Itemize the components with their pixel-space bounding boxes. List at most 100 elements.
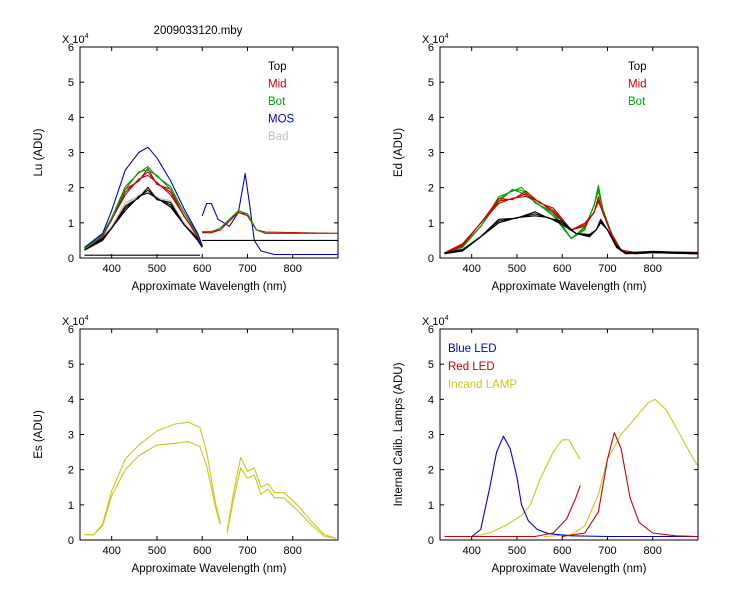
legend-entry: Bad	[268, 131, 288, 143]
legend-entry: Bot	[268, 96, 286, 108]
y-tick-label: 5	[428, 359, 434, 371]
legend-entry: Top	[268, 61, 287, 73]
y-tick-label: 4	[428, 394, 434, 406]
y-exponent-label: X 104	[62, 315, 89, 328]
y-tick-label: 2	[68, 465, 74, 477]
figure-title: 2009033120.mby	[154, 25, 243, 37]
y-tick-label: 6	[68, 324, 74, 336]
y-tick-label: 4	[428, 112, 434, 124]
plot-area	[444, 398, 698, 538]
x-tick-label: 800	[644, 545, 662, 557]
y-tick-label: 6	[428, 324, 434, 336]
legend-entry: Incand LAMP	[448, 379, 517, 391]
x-axis-label: Approximate Wavelength (nm)	[132, 563, 287, 575]
axes-frame	[79, 328, 339, 541]
y-exponent-base: X 10	[62, 34, 85, 46]
series-line-mid	[444, 190, 698, 254]
series-line-top	[444, 211, 698, 254]
y-exponent-label: X 104	[422, 315, 449, 328]
x-tick-label: 500	[508, 263, 526, 275]
x-tick-label: 400	[103, 263, 121, 275]
y-exponent-power: 4	[445, 315, 449, 322]
y-exponent-label: X 104	[422, 33, 449, 46]
x-tick-label: 500	[508, 545, 526, 557]
y-exponent-base: X 10	[62, 316, 85, 328]
series-line-bot	[444, 184, 698, 254]
y-tick-label: 3	[68, 148, 74, 160]
legend-entry: Red LED	[448, 361, 495, 373]
y-tick-label: 2	[428, 183, 434, 195]
x-tick-label: 500	[148, 263, 166, 275]
legend-entry: Bot	[628, 96, 646, 108]
y-exponent-power: 4	[85, 315, 89, 322]
y-exponent-power: 4	[445, 33, 449, 40]
y-tick-label: 6	[68, 42, 74, 54]
y-tick-label: 1	[68, 218, 74, 230]
series-line-red-led	[562, 432, 698, 538]
y-exponent-label: X 104	[62, 33, 89, 46]
y-exponent-power: 4	[85, 33, 89, 40]
series-line-top	[84, 192, 203, 251]
x-axis-label: Approximate Wavelength (nm)	[492, 563, 647, 575]
series-line-top	[84, 186, 203, 250]
x-tick-label: 500	[148, 545, 166, 557]
x-tick-label: 400	[463, 263, 481, 275]
y-tick-label: 3	[428, 148, 434, 160]
series-line-incand-lamp	[444, 439, 581, 538]
series-line-mos	[84, 146, 203, 248]
y-axis-label: Es (ADU)	[33, 410, 45, 459]
series-line-bot	[84, 165, 203, 250]
y-tick-label: 5	[68, 77, 74, 89]
y-tick-label: 3	[428, 430, 434, 442]
x-tick-label: 800	[644, 263, 662, 275]
x-tick-label: 700	[598, 263, 616, 275]
series-line-mos	[201, 173, 338, 256]
x-tick-label: 400	[463, 545, 481, 557]
y-tick-label: 3	[68, 430, 74, 442]
y-tick-label: 5	[428, 77, 434, 89]
y-exponent-base: X 10	[422, 34, 445, 46]
y-exponent-base: X 10	[422, 316, 445, 328]
y-axis-label: Internal Calib. Lamps (ADU)	[393, 362, 405, 506]
y-tick-label: 5	[68, 359, 74, 371]
series-line-mid	[444, 195, 698, 255]
legend-entry: Mid	[628, 79, 647, 91]
y-tick-label: 6	[428, 42, 434, 54]
y-tick-label: 4	[68, 112, 74, 124]
x-tick-label: 400	[103, 545, 121, 557]
axes-frame	[79, 46, 339, 259]
series-line-es	[226, 456, 336, 539]
x-tick-label: 600	[553, 545, 571, 557]
y-tick-label: 2	[428, 465, 434, 477]
x-tick-label: 800	[284, 545, 302, 557]
y-tick-label: 0	[68, 253, 74, 265]
legend-entry: Blue LED	[448, 343, 497, 355]
x-axis-label: Approximate Wavelength (nm)	[492, 281, 647, 293]
y-axis-label: Lu (ADU)	[33, 128, 45, 176]
series-line-incand-lamp	[544, 398, 698, 538]
series-line-red-led	[444, 485, 581, 538]
x-tick-label: 700	[238, 545, 256, 557]
x-axis-label: Approximate Wavelength (nm)	[132, 281, 287, 293]
legend-entry: Top	[628, 61, 647, 73]
y-tick-label: 1	[428, 500, 434, 512]
plot-area	[84, 146, 338, 256]
x-tick-label: 600	[553, 263, 571, 275]
x-tick-label: 700	[598, 545, 616, 557]
series-line-mid	[202, 211, 338, 234]
series-line-mid	[202, 212, 338, 234]
series-line-es	[84, 440, 221, 536]
plot-area	[84, 421, 336, 539]
x-tick-label: 600	[193, 263, 211, 275]
series-line-top	[444, 213, 698, 254]
series-line-blue-led	[444, 435, 698, 538]
y-tick-label: 1	[428, 218, 434, 230]
y-tick-label: 4	[68, 394, 74, 406]
y-tick-label: 0	[428, 535, 434, 547]
series-line-es	[226, 467, 336, 539]
x-tick-label: 600	[193, 545, 211, 557]
